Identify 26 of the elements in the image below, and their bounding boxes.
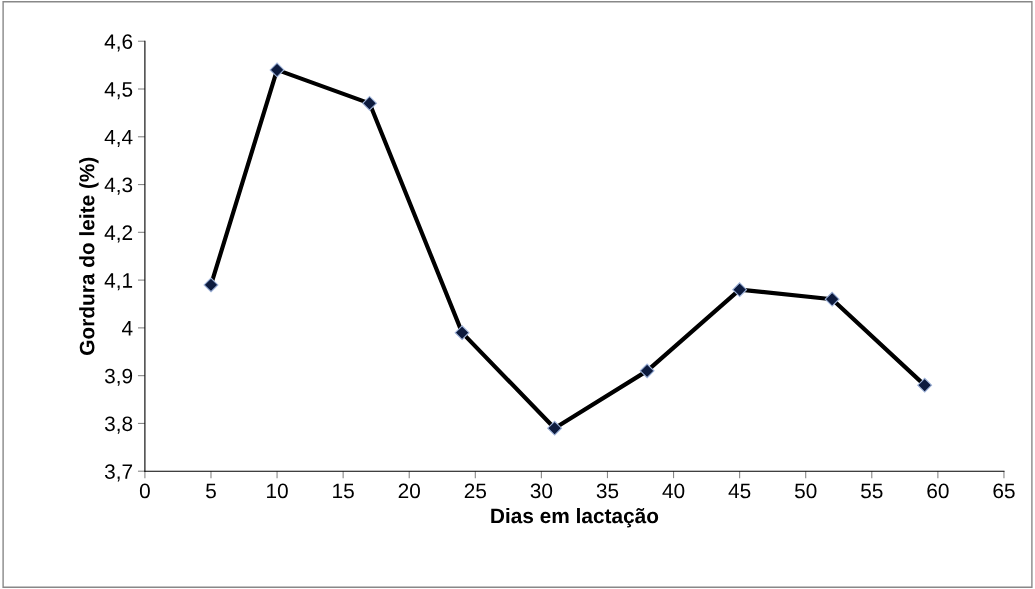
x-axis-title: Dias em lactação	[491, 507, 659, 528]
x-tick-label: 25	[464, 483, 487, 499]
x-tick-label: 30	[530, 483, 553, 499]
x-tick-label: 50	[794, 483, 817, 499]
x-tick-label: 40	[662, 483, 685, 499]
x-tick-label: 15	[333, 483, 354, 499]
y-tick-label: 3,9	[104, 368, 133, 386]
y-axis-title: Gordura do leite (%)	[79, 157, 99, 355]
y-tick-label: 3,8	[104, 416, 133, 434]
y-tick-label: 4	[121, 321, 133, 336]
x-tick-label: 10	[267, 483, 288, 499]
y-tick-label: 4,1	[104, 273, 133, 291]
y-tick-label: 4,6	[104, 34, 133, 52]
x-tick-label: 65	[993, 483, 1015, 499]
x-tick-label: 45	[728, 483, 751, 499]
x-tick-label: 60	[927, 483, 949, 499]
x-tick-label: 5	[206, 483, 216, 499]
x-tick-label: 35	[596, 483, 619, 499]
y-tick-label: 4,2	[104, 225, 133, 243]
y-tick-label: 4,5	[104, 82, 133, 100]
x-tick-label: 55	[861, 483, 883, 499]
y-tick-label: 4,4	[104, 130, 133, 147]
x-tick-label: 0	[139, 483, 150, 499]
y-tick-label: 3,7	[104, 464, 133, 482]
y-tick-label: 4,3	[104, 177, 133, 195]
x-tick-label: 20	[398, 483, 420, 499]
